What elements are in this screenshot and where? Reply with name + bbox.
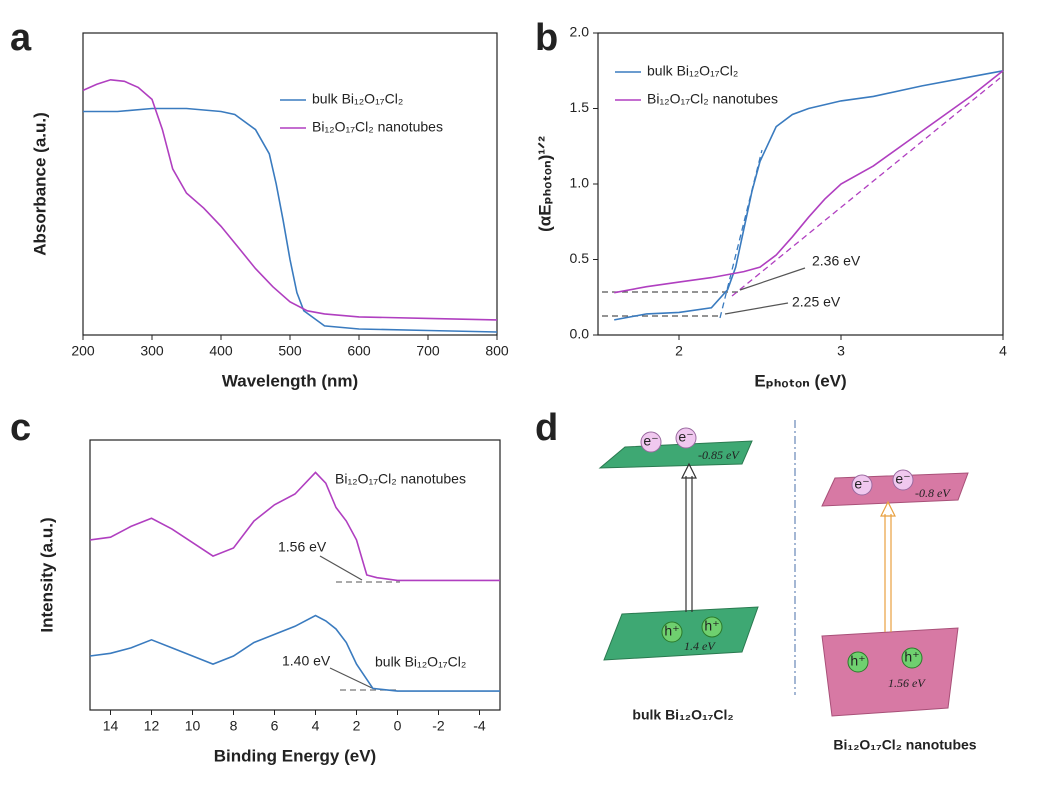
series-line xyxy=(83,107,498,333)
x-tick-label: 600 xyxy=(347,343,371,359)
x-tick-label: -4 xyxy=(473,718,486,734)
y-tick-label: 0.5 xyxy=(570,250,590,266)
x-tick-label: 12 xyxy=(144,718,160,734)
x-tick-label: 4 xyxy=(999,343,1007,359)
band-energy: -0.8 eV xyxy=(915,486,951,500)
y-tick-label: 2.0 xyxy=(570,24,590,40)
y-axis-title: Intensity (a.u.) xyxy=(37,517,56,632)
electron-label: e⁻ xyxy=(895,471,910,487)
x-tick-label: 800 xyxy=(485,343,509,359)
legend-label: bulk Bi₁₂O₁₇Cl₂ xyxy=(647,63,738,79)
electron xyxy=(675,427,697,449)
x-tick-label: 2 xyxy=(675,343,683,359)
series-line xyxy=(89,614,500,692)
carriers: e⁻ e⁻ h⁺ h⁺ e⁻ e⁻ h⁺ h⁺ xyxy=(640,427,923,673)
x-axis-title: Wavelength (nm) xyxy=(222,371,358,390)
electron-label: e⁻ xyxy=(854,476,869,492)
series-line xyxy=(89,471,500,582)
series-label: Bi₁₂O₁₇Cl₂ nanotubes xyxy=(335,471,466,487)
x-tick-label: 400 xyxy=(209,343,233,359)
x-tick-label: 10 xyxy=(185,718,201,734)
hole xyxy=(661,621,683,643)
annotation: 1.56 eV xyxy=(278,539,327,555)
x-tick-label: 0 xyxy=(394,718,402,734)
series-label: bulk Bi₁₂O₁₇Cl₂ xyxy=(375,654,466,670)
x-tick-label: 300 xyxy=(140,343,164,359)
slope-tangent xyxy=(731,77,1001,297)
tangents xyxy=(336,77,1001,691)
panel-letter: b xyxy=(535,17,558,59)
x-axis-title: Eₚₕₒₜₒₙ (eV) xyxy=(754,371,846,390)
pointer xyxy=(319,555,363,581)
electron-label: e⁻ xyxy=(643,433,658,449)
legend-label: bulk Bi₁₂O₁₇Cl₂ xyxy=(312,91,403,107)
series-line xyxy=(614,70,1004,294)
hole xyxy=(701,616,723,638)
legend-label: Bi₁₂O₁₇Cl₂ nanotubes xyxy=(312,119,443,135)
conduction-plate xyxy=(598,440,753,469)
x-tick-label: -2 xyxy=(432,718,445,734)
plot-frame xyxy=(82,32,498,336)
hole-label: h⁺ xyxy=(904,649,919,665)
y-tick-label: 1.0 xyxy=(570,175,590,191)
x-tick-label: 700 xyxy=(416,343,440,359)
legend-label: Bi₁₂O₁₇Cl₂ nanotubes xyxy=(647,91,778,107)
series-line xyxy=(82,78,498,321)
plot-frame xyxy=(89,439,501,711)
excitation-arrow xyxy=(880,500,896,632)
x-tick-label: 2 xyxy=(353,718,361,734)
pointer xyxy=(724,302,789,315)
hole xyxy=(847,651,869,673)
electron xyxy=(892,469,914,491)
x-axis-title: Binding Energy (eV) xyxy=(214,746,376,765)
band-energy: -0.85 eV xyxy=(698,448,740,462)
series-line xyxy=(614,70,1004,321)
valence-plate xyxy=(821,627,959,717)
x-tick-label: 200 xyxy=(71,343,95,359)
y-axis-title: (αEₚₕₒₜₒₙ)¹ᐟ² xyxy=(535,136,554,232)
y-tick-label: 0.0 xyxy=(570,326,590,342)
x-tick-label: 8 xyxy=(230,718,238,734)
material-label: bulk Bi₁₂O₁₇Cl₂ xyxy=(632,707,733,723)
pointer xyxy=(739,267,806,291)
electron xyxy=(640,431,662,453)
panel-letter: c xyxy=(10,407,31,449)
arrow-head xyxy=(880,500,896,517)
y-tick-label: 1.5 xyxy=(570,99,590,115)
hole-label: h⁺ xyxy=(664,623,679,639)
panel-letter: a xyxy=(10,17,32,59)
band-energy: 1.56 eV xyxy=(888,676,926,690)
panel-letter: d xyxy=(535,407,558,449)
x-tick-label: 4 xyxy=(312,718,320,734)
annotation: 1.40 eV xyxy=(282,653,331,669)
x-tick-label: 14 xyxy=(103,718,119,734)
annotation: 2.25 eV xyxy=(792,294,841,310)
electron-label: e⁻ xyxy=(678,429,693,445)
electron xyxy=(851,474,873,496)
y-axis-title: Absorbance (a.u.) xyxy=(30,112,49,256)
x-tick-label: 6 xyxy=(271,718,279,734)
hole xyxy=(901,647,923,669)
pointers xyxy=(319,267,806,689)
x-tick-label: 3 xyxy=(837,343,845,359)
hole-label: h⁺ xyxy=(850,653,865,669)
band-energy: 1.4 eV xyxy=(684,639,716,653)
x-tick-label: 500 xyxy=(278,343,302,359)
hole-label: h⁺ xyxy=(704,618,719,634)
material-label: Bi₁₂O₁₇Cl₂ nanotubes xyxy=(833,737,976,753)
pointer xyxy=(329,667,373,689)
arrow-head xyxy=(681,462,697,479)
excitation-arrow xyxy=(681,462,697,612)
annotation: 2.36 eV xyxy=(812,253,861,269)
